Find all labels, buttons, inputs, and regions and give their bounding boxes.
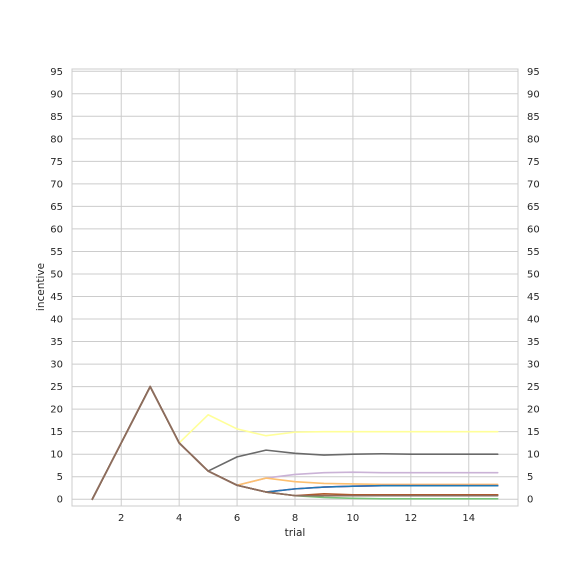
y-tick-label-right: 25 [527, 382, 540, 393]
x-gridlines [120, 69, 470, 506]
y-tick-label: 10 [50, 450, 63, 461]
y-tick-label-right: 75 [527, 157, 540, 168]
y-tick-label: 5 [57, 472, 63, 483]
y-tick-label: 15 [50, 427, 63, 438]
y-tick-label: 60 [50, 224, 63, 235]
y-tick-label: 30 [50, 360, 63, 371]
x-tick-label: 14 [462, 513, 475, 524]
x-tick-label: 8 [292, 513, 298, 524]
x-tick-label: 6 [234, 513, 240, 524]
y-tick-label: 85 [50, 112, 63, 123]
y-tick-label: 55 [50, 247, 63, 258]
y-gridlines [72, 70, 518, 500]
y-tick-label-right: 10 [527, 450, 540, 461]
y-tick-label-right: 35 [527, 337, 540, 348]
y-tick-label-right: 70 [527, 179, 540, 190]
y-tick-label: 75 [50, 157, 63, 168]
y-tick-label: 0 [57, 495, 63, 506]
y-tick-label: 95 [50, 67, 63, 78]
y-tick-label: 50 [50, 269, 63, 280]
y-tick-label-right: 5 [527, 472, 533, 483]
y-tick-labels-left: 0 5 10 15 20 25 30 35 40 45 50 55 60 65 70 75 80 85 90 95 [50, 67, 63, 506]
y-axis-label: incentive [35, 263, 47, 311]
y-tick-label: 35 [50, 337, 63, 348]
y-tick-label-right: 45 [527, 292, 540, 303]
x-tick-label: 10 [347, 513, 360, 524]
y-tick-label-right: 95 [527, 67, 540, 78]
y-tick-label: 20 [50, 405, 63, 416]
y-tick-label-right: 90 [527, 89, 540, 100]
y-tick-label-right: 50 [527, 269, 540, 280]
y-tick-label: 40 [50, 315, 63, 326]
x-tick-labels: 2 4 6 8 10 12 14 [118, 513, 475, 524]
y-tick-label-right: 80 [527, 134, 540, 145]
y-tick-label-right: 20 [527, 405, 540, 416]
y-tick-label: 80 [50, 134, 63, 145]
x-tick-label: 2 [118, 513, 124, 524]
y-tick-labels-right: 0 5 10 15 20 25 30 35 40 45 50 55 60 65 70 75 80 85 90 95 [527, 67, 540, 506]
series-lines [91, 385, 499, 501]
y-tick-label: 25 [50, 382, 63, 393]
y-tick-label-right: 85 [527, 112, 540, 123]
y-tick-label: 65 [50, 202, 63, 213]
x-tick-label: 4 [176, 513, 182, 524]
y-tick-label-right: 15 [527, 427, 540, 438]
y-tick-label-right: 55 [527, 247, 540, 258]
y-tick-label-right: 60 [527, 224, 540, 235]
y-tick-label: 45 [50, 292, 63, 303]
y-tick-label-right: 40 [527, 315, 540, 326]
y-tick-label: 90 [50, 89, 63, 100]
y-tick-label-right: 0 [527, 495, 533, 506]
x-tick-label: 12 [404, 513, 417, 524]
series-line-9 [91, 385, 499, 501]
y-tick-label-right: 65 [527, 202, 540, 213]
x-axis-label: trial [285, 527, 306, 539]
y-tick-label: 70 [50, 179, 63, 190]
y-tick-label-right: 30 [527, 360, 540, 371]
